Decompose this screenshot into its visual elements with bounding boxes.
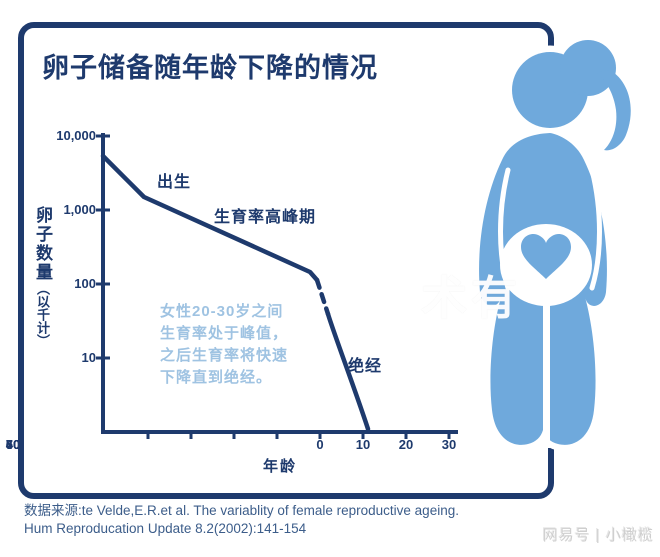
- legs-divider: [543, 304, 550, 448]
- x-axis-title: 年龄: [262, 458, 297, 475]
- x-tick-30: 30: [441, 437, 457, 452]
- x-tick-20: 20: [398, 437, 414, 452]
- watermark-platform: 网易号 | 小橄榄: [542, 527, 654, 544]
- x-tick-0: 0: [316, 437, 324, 452]
- y-axis-ticks: [96, 134, 110, 360]
- y-axis-title-sub: （以千计）: [35, 282, 50, 347]
- x-tick-70: 70: [5, 437, 21, 452]
- egg-count-line-dashed: [314, 277, 331, 317]
- x-tick-10: 10: [355, 437, 371, 452]
- y-tick-1000: 1,000: [63, 202, 96, 217]
- heart-icon: [521, 234, 571, 279]
- source-line-2: Hum Reproducation Update 8.2(2002):141-1…: [24, 521, 307, 536]
- pregnant-woman-figure: [440, 30, 660, 510]
- y-tick-10000: 10,000: [56, 128, 96, 143]
- egg-count-line-solid-upper: [100, 153, 320, 283]
- watermark-center: 术有: [421, 272, 521, 324]
- x-tick-50: 50: [5, 437, 21, 452]
- y-tick-10: 10: [81, 350, 96, 365]
- annotation-menopause: 绝经: [348, 358, 383, 375]
- right-arm-gap: [589, 167, 602, 291]
- annotation-birth: 出生: [157, 174, 192, 191]
- hair-curl-notch: [597, 102, 611, 145]
- source-citation: 数据来源:te Velde,E.R.et al. The variablity …: [24, 502, 504, 538]
- y-tick-100: 100: [74, 276, 96, 291]
- annotation-peak-fertility: 生育率高峰期: [214, 209, 317, 226]
- x-tick-60: 60: [5, 437, 21, 452]
- x-tick-40: 40: [5, 437, 21, 452]
- annotation-paragraph: 女性20-30岁之间 生育率处于峰值， 之后生育率将快速 下降直到绝经。: [160, 301, 288, 389]
- y-axis-title: 卵子数量（以千计）: [33, 206, 52, 356]
- annotation-line-4: 下降直到绝经。: [160, 369, 273, 386]
- annotation-line-2: 生育率处于峰值，: [160, 325, 289, 342]
- x-axis-ticks: [146, 430, 451, 439]
- annotation-line-3: 之后生育率将快速: [160, 347, 289, 364]
- annotation-line-1: 女性20-30岁之间: [160, 303, 284, 320]
- y-axis-title-main: 卵子数量: [33, 206, 52, 282]
- egg-count-line-solid-drop: [325, 311, 371, 432]
- page-title: 卵子储备随年龄下降的情况: [42, 53, 378, 83]
- source-line-1: 数据来源:te Velde,E.R.et al. The variablity …: [24, 503, 459, 518]
